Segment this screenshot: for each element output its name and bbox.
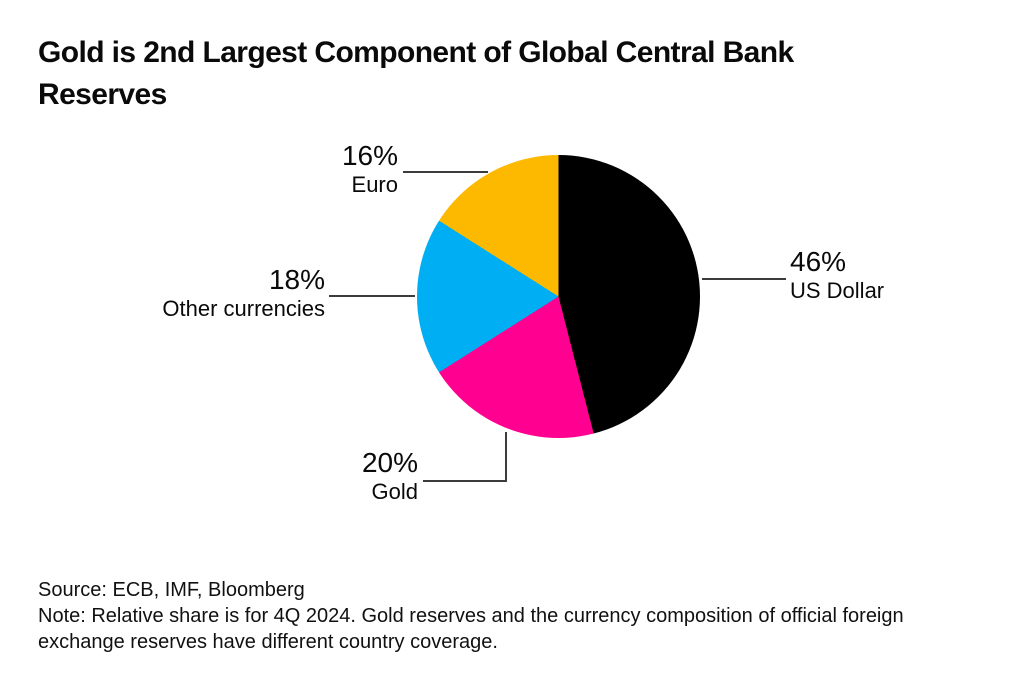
note-text: Note: Relative share is for 4Q 2024. Gol…: [38, 605, 904, 653]
us-dollar-name-label: US Dollar: [790, 278, 885, 303]
callout-other-currencies: 18% Other currencies: [85, 264, 325, 321]
callout-euro: 16% Euro: [178, 140, 398, 197]
gold-name-label: Gold: [371, 479, 418, 504]
callout-gold: 20% Gold: [198, 447, 418, 504]
other-currencies-name-label: Other currencies: [162, 296, 325, 321]
leader-line-euro: [403, 171, 488, 173]
chart-footer: Source: ECB, IMF, Bloomberg Note: Relati…: [38, 577, 993, 655]
leader-line-gold: [423, 432, 507, 482]
us-dollar-percent-label: 46%: [790, 246, 847, 277]
callout-us-dollar: 46% US Dollar: [790, 246, 1010, 303]
leader-line-other-currencies: [329, 295, 415, 297]
euro-percent-label: 16%: [341, 140, 398, 171]
other-currencies-percent-label: 18%: [268, 264, 325, 295]
gold-percent-label: 20%: [361, 447, 418, 478]
pie-chart: [417, 155, 700, 438]
leader-line-us-dollar: [702, 278, 786, 280]
chart-title: Gold is 2nd Largest Component of Global …: [38, 36, 794, 112]
euro-name-label: Euro: [351, 172, 398, 197]
source-text: Source: ECB, IMF, Bloomberg: [38, 579, 305, 601]
